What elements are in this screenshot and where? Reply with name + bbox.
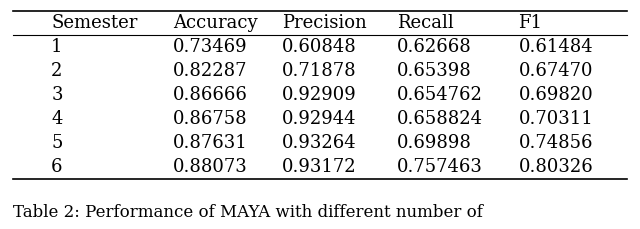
Text: 0.62668: 0.62668 <box>397 38 472 56</box>
Text: 6: 6 <box>51 158 63 176</box>
Text: 0.92909: 0.92909 <box>282 86 356 104</box>
Text: 0.87631: 0.87631 <box>173 134 248 152</box>
Text: 0.82287: 0.82287 <box>173 62 247 80</box>
Text: 0.654762: 0.654762 <box>397 86 483 104</box>
Text: 0.74856: 0.74856 <box>518 134 593 152</box>
Text: Precision: Precision <box>282 14 366 32</box>
Text: 0.93172: 0.93172 <box>282 158 356 176</box>
Text: 0.60848: 0.60848 <box>282 38 356 56</box>
Text: 0.86758: 0.86758 <box>173 110 248 128</box>
Text: 0.71878: 0.71878 <box>282 62 356 80</box>
Text: F1: F1 <box>518 14 543 32</box>
Text: 0.88073: 0.88073 <box>173 158 248 176</box>
Text: 5: 5 <box>51 134 63 152</box>
Text: Table 2: Performance of MAYA with different number of: Table 2: Performance of MAYA with differ… <box>13 204 483 221</box>
Text: 0.757463: 0.757463 <box>397 158 483 176</box>
Text: 0.86666: 0.86666 <box>173 86 248 104</box>
Text: 2: 2 <box>51 62 63 80</box>
Text: 0.658824: 0.658824 <box>397 110 483 128</box>
Text: 0.73469: 0.73469 <box>173 38 248 56</box>
Text: 0.80326: 0.80326 <box>518 158 593 176</box>
Text: 3: 3 <box>51 86 63 104</box>
Text: 0.93264: 0.93264 <box>282 134 356 152</box>
Text: 0.92944: 0.92944 <box>282 110 356 128</box>
Text: Recall: Recall <box>397 14 454 32</box>
Text: Semester: Semester <box>51 14 138 32</box>
Text: 0.61484: 0.61484 <box>518 38 593 56</box>
Text: 1: 1 <box>51 38 63 56</box>
Text: 0.65398: 0.65398 <box>397 62 472 80</box>
Text: 4: 4 <box>51 110 63 128</box>
Text: 0.69898: 0.69898 <box>397 134 472 152</box>
Text: 0.69820: 0.69820 <box>518 86 593 104</box>
Text: Accuracy: Accuracy <box>173 14 257 32</box>
Text: 0.70311: 0.70311 <box>518 110 593 128</box>
Text: 0.67470: 0.67470 <box>518 62 593 80</box>
